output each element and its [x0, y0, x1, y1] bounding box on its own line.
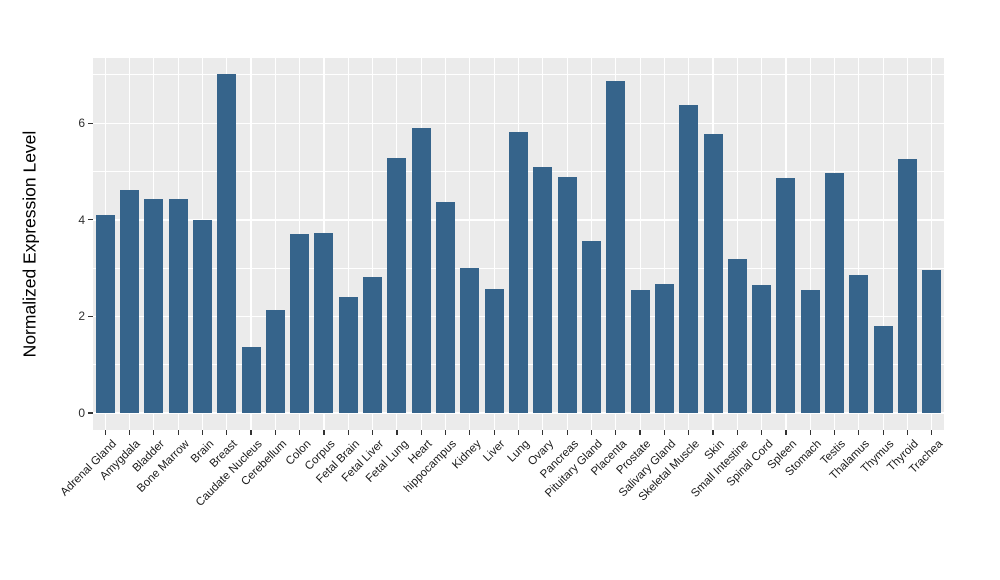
bar	[241, 346, 261, 414]
gridline-vertical	[639, 58, 641, 430]
gridline-vertical	[931, 58, 933, 430]
x-tick-mark	[226, 430, 228, 435]
bar	[460, 268, 480, 414]
gridline-vertical	[274, 58, 276, 430]
y-tick-label: 0	[78, 406, 85, 421]
x-tick-mark	[833, 430, 836, 435]
bar	[581, 241, 601, 414]
x-tick-mark	[906, 430, 909, 435]
x-tick-mark	[566, 430, 568, 435]
y-tick-mark	[88, 122, 93, 124]
x-tick-mark	[493, 430, 495, 435]
bar	[654, 283, 674, 414]
x-tick-mark	[323, 430, 325, 435]
plot-panel	[93, 58, 944, 430]
x-tick-mark	[469, 430, 471, 435]
x-tick-mark	[153, 430, 155, 435]
bar	[825, 172, 845, 414]
y-tick-label: 4	[78, 212, 85, 227]
bar	[606, 81, 626, 414]
bar	[898, 158, 918, 414]
bar	[314, 233, 334, 414]
x-tick-mark	[274, 430, 276, 435]
x-tick-mark	[104, 430, 106, 435]
gridline-vertical	[858, 58, 860, 430]
gridline-vertical	[469, 58, 471, 430]
x-tick-mark	[250, 430, 252, 435]
x-tick-mark	[858, 430, 860, 435]
bar	[873, 326, 893, 414]
x-tick-mark	[931, 430, 933, 435]
gridline-vertical	[347, 58, 349, 430]
x-tick-mark	[128, 430, 131, 435]
bar	[338, 297, 358, 414]
x-tick-label: Liver	[481, 438, 508, 465]
gridline-vertical	[809, 58, 811, 430]
y-tick-mark	[88, 219, 93, 221]
bar	[752, 284, 772, 414]
bar	[265, 310, 285, 414]
bar	[290, 234, 310, 414]
bar	[411, 128, 431, 414]
gridline-major	[93, 412, 944, 414]
gridline-vertical	[663, 58, 665, 430]
gridline-vertical	[250, 58, 252, 430]
bar	[922, 270, 942, 414]
bar	[509, 131, 528, 414]
bar	[217, 74, 237, 414]
x-tick-mark	[615, 430, 617, 435]
gridline-vertical	[493, 58, 495, 430]
bar	[484, 288, 504, 414]
y-tick-label: 6	[78, 116, 85, 131]
x-tick-mark	[590, 430, 593, 435]
gridline-vertical	[372, 58, 374, 430]
x-tick-mark	[201, 430, 203, 435]
x-tick-mark	[420, 430, 422, 435]
x-tick-mark	[785, 430, 787, 435]
x-tick-mark	[639, 430, 641, 435]
gridline-major	[93, 122, 944, 124]
x-tick-mark	[347, 430, 349, 435]
bar	[800, 290, 820, 414]
x-tick-mark	[882, 430, 884, 435]
bar	[192, 220, 212, 414]
x-tick-mark	[542, 430, 544, 435]
bar	[727, 258, 747, 414]
x-tick-mark	[809, 430, 811, 435]
gridline-vertical	[736, 58, 738, 430]
bar	[630, 290, 650, 414]
gridline-vertical	[761, 58, 763, 430]
bar	[387, 158, 407, 414]
x-tick-mark	[299, 430, 301, 435]
x-tick-mark	[177, 430, 179, 435]
x-tick-mark	[396, 430, 398, 435]
y-tick-label: 2	[78, 309, 85, 324]
x-tick-mark	[761, 430, 763, 435]
bar	[168, 198, 188, 414]
y-tick-mark	[88, 315, 93, 318]
gridline-vertical	[882, 58, 884, 430]
x-tick-mark	[444, 430, 447, 435]
x-tick-mark	[712, 430, 714, 435]
bar	[363, 277, 383, 414]
bar	[776, 177, 796, 414]
y-tick-mark	[88, 412, 93, 414]
bar	[557, 177, 577, 414]
x-tick-mark	[736, 430, 738, 435]
gridline-minor	[93, 74, 944, 76]
bar	[703, 134, 723, 414]
bar	[144, 199, 164, 414]
bar	[849, 275, 869, 414]
x-tick-mark	[688, 430, 690, 435]
bar	[436, 202, 456, 414]
y-axis-title: Normalized Expression Level	[19, 130, 40, 358]
x-tick-mark	[663, 430, 665, 435]
x-tick-mark	[372, 430, 374, 435]
x-tick-mark	[517, 430, 520, 435]
bar	[119, 190, 139, 414]
bar	[95, 215, 115, 414]
bar	[679, 105, 699, 414]
bar	[533, 167, 553, 414]
